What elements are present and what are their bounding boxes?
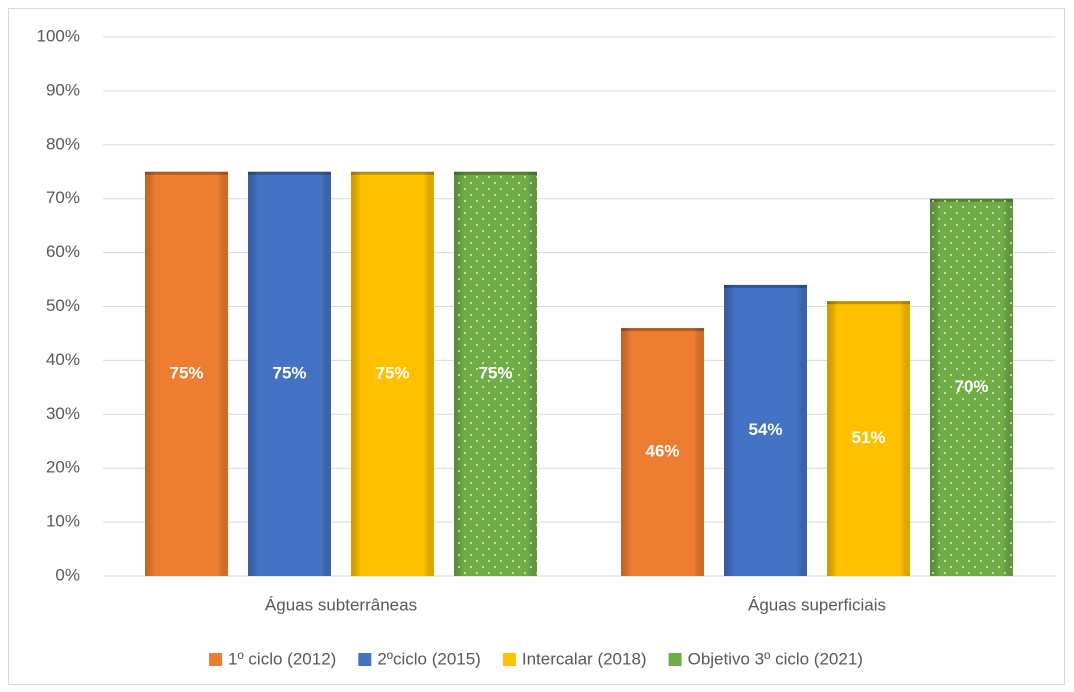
legend-item: Intercalar (2018) — [502, 649, 647, 668]
value-label: 70% — [954, 377, 988, 396]
legend-item: Objetivo 3º ciclo (2021) — [668, 649, 863, 668]
value-label: 75% — [169, 363, 203, 382]
y-tick-label: 0% — [55, 565, 80, 584]
bar-top — [827, 301, 910, 305]
bar-shade — [621, 328, 704, 576]
x-tick-label: Águas subterrâneas — [265, 595, 417, 614]
bar-group — [248, 171, 331, 576]
y-tick-label: 90% — [46, 80, 80, 99]
y-tick-label: 100% — [37, 26, 80, 45]
legend-label: 1º ciclo (2012) — [228, 649, 336, 668]
value-label: 75% — [478, 363, 512, 382]
y-tick-label: 50% — [46, 296, 80, 315]
bar-shade — [351, 171, 434, 576]
bar-shade — [827, 301, 910, 576]
legend-swatch — [358, 653, 372, 666]
bar-top — [351, 171, 434, 175]
value-label: 75% — [272, 363, 306, 382]
legend-swatch — [668, 653, 682, 666]
legend-label: 2ºciclo (2015) — [377, 649, 481, 668]
y-tick-label: 10% — [46, 512, 80, 531]
bar-group — [621, 328, 704, 576]
y-tick-label: 60% — [46, 242, 80, 261]
value-label: 54% — [748, 420, 782, 439]
bar-pattern — [454, 171, 537, 576]
value-label: 46% — [645, 442, 679, 461]
x-tick-label: Águas superficiais — [748, 595, 886, 614]
y-tick-label: 40% — [46, 350, 80, 369]
value-label: 75% — [375, 363, 409, 382]
bar-shade — [248, 171, 331, 576]
bar-group — [351, 171, 434, 576]
bar-group — [454, 171, 537, 576]
bar-shade — [145, 171, 228, 576]
legend-swatch — [502, 653, 516, 666]
bar-top — [724, 284, 807, 288]
bar-group — [145, 171, 228, 576]
y-tick-label: 70% — [46, 188, 80, 207]
y-tick-label: 20% — [46, 458, 80, 477]
y-tick-label: 80% — [46, 134, 80, 153]
legend-label: Objetivo 3º ciclo (2021) — [688, 649, 863, 668]
bar-group — [930, 198, 1013, 576]
value-label: 51% — [851, 428, 885, 447]
bar-pattern — [930, 198, 1013, 576]
bar-group — [724, 284, 807, 576]
bar-top — [621, 328, 704, 332]
bar-shade — [724, 284, 807, 576]
legend-item: 1º ciclo (2012) — [209, 649, 336, 668]
legend-swatch — [209, 653, 223, 666]
y-tick-label: 30% — [46, 404, 80, 423]
legend-label: Intercalar (2018) — [522, 649, 647, 668]
bar-top — [248, 171, 331, 175]
bar-top — [145, 171, 228, 175]
bar-group — [827, 301, 910, 576]
legend-item: 2ºciclo (2015) — [358, 649, 481, 668]
